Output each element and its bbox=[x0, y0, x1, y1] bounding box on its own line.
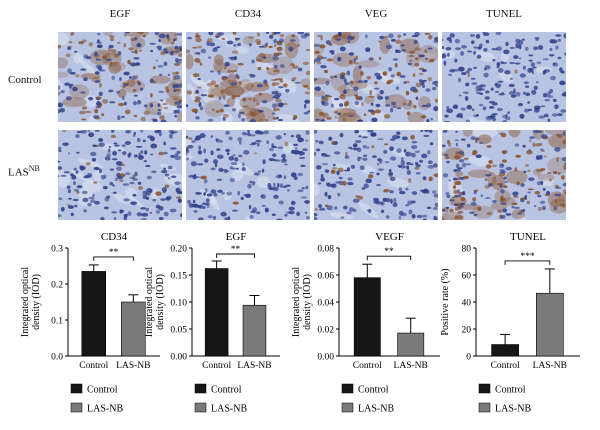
chart-title: TUNEL bbox=[510, 231, 546, 243]
legend-swatch bbox=[478, 402, 491, 413]
significance-bracket bbox=[216, 253, 255, 258]
x-tick-label: Control bbox=[491, 361, 520, 371]
legend-label: LAS-NB bbox=[495, 404, 531, 415]
y-axis-label: Positive rate (%) bbox=[440, 268, 451, 335]
legend-swatch bbox=[194, 383, 207, 394]
row-label-las-nb: LASNB bbox=[8, 164, 40, 179]
column-title-tunel: TUNEL bbox=[485, 8, 523, 20]
y-tick-label: 0.08 bbox=[317, 244, 334, 254]
chart-title: EGF bbox=[226, 231, 247, 243]
x-tick-label: LAS-NB bbox=[533, 361, 567, 371]
legend-label: Control bbox=[211, 385, 242, 396]
y-axis-label: Integrated optical bbox=[291, 267, 302, 337]
y-tick-label: 0.20 bbox=[170, 244, 187, 254]
micrograph-lasnb-veg bbox=[314, 130, 438, 220]
chart-title: VEGF bbox=[375, 231, 404, 243]
significance-marker: ** bbox=[109, 248, 119, 258]
y-tick-label: 0 bbox=[466, 352, 471, 362]
y-tick-label: 60 bbox=[462, 271, 472, 281]
y-axis-label: Integrated optical bbox=[144, 267, 155, 337]
y-tick-label: 0.05 bbox=[170, 325, 187, 335]
legend-swatch bbox=[70, 402, 83, 413]
y-axis-label: density (IOD) bbox=[155, 274, 166, 330]
x-tick-label: LAS-NB bbox=[116, 361, 150, 371]
bar-control bbox=[353, 277, 381, 357]
bar-las-nb bbox=[397, 332, 425, 357]
micrograph-lasnb-tunel bbox=[442, 130, 566, 220]
y-tick-label: 0.2 bbox=[51, 280, 63, 290]
micrograph-control-egf bbox=[58, 32, 182, 122]
legend-label: LAS-NB bbox=[87, 404, 123, 415]
y-tick-label: 20 bbox=[462, 325, 472, 335]
legend-swatch bbox=[478, 383, 491, 394]
y-tick-label: 0.10 bbox=[170, 298, 187, 308]
micrograph-control-tunel bbox=[442, 32, 566, 122]
y-tick-label: 0.00 bbox=[170, 352, 187, 362]
chart-2: VEGF 0.00 0.02 0.04 0.06 0.08 Integrated optic… bbox=[291, 231, 440, 415]
legend-swatch bbox=[341, 402, 354, 413]
chart-title: CD34 bbox=[101, 231, 128, 243]
significance-bracket bbox=[366, 255, 412, 261]
y-tick-label: 0.0 bbox=[51, 352, 63, 362]
bar-las-nb bbox=[121, 301, 146, 357]
y-tick-label: 0.00 bbox=[317, 352, 334, 362]
x-tick-label: LAS-NB bbox=[394, 361, 428, 371]
x-tick-label: Control bbox=[79, 361, 108, 371]
bar-las-nb bbox=[242, 304, 267, 357]
bar-las-nb bbox=[536, 292, 564, 357]
y-tick-label: 0.04 bbox=[317, 298, 334, 308]
y-tick-label: 0.3 bbox=[51, 244, 63, 254]
legend-label: Control bbox=[87, 385, 118, 396]
legend-label: LAS-NB bbox=[211, 404, 247, 415]
column-title-egf: EGF bbox=[109, 8, 131, 20]
micrograph-lasnb-egf bbox=[58, 130, 182, 220]
y-axis-label: density (IOD) bbox=[31, 274, 42, 330]
y-tick-label: 0.1 bbox=[51, 316, 63, 326]
y-tick-label: 40 bbox=[462, 298, 472, 308]
legend-swatch bbox=[194, 402, 207, 413]
legend-label: LAS-NB bbox=[358, 404, 394, 415]
significance-marker: ** bbox=[384, 247, 394, 257]
significance-bracket bbox=[93, 256, 134, 261]
y-axis-label: Integrated optical bbox=[20, 267, 31, 337]
y-tick-label: 0.15 bbox=[170, 271, 187, 281]
legend-label: Control bbox=[495, 385, 526, 396]
legend-label: Control bbox=[358, 385, 389, 396]
y-axis-label: density (IOD) bbox=[302, 274, 313, 330]
micrograph-lasnb-cd34 bbox=[186, 130, 310, 220]
y-tick-label: 0.06 bbox=[317, 271, 334, 281]
legend-swatch bbox=[341, 383, 354, 394]
significance-marker: ** bbox=[231, 245, 241, 255]
column-title-veg: VEG bbox=[364, 8, 388, 20]
column-title-cd34: CD34 bbox=[234, 8, 262, 20]
x-tick-label: LAS-NB bbox=[237, 361, 271, 371]
x-tick-label: Control bbox=[202, 361, 231, 371]
bar-control bbox=[204, 268, 229, 357]
micrograph-control-veg bbox=[314, 32, 438, 122]
y-tick-label: 80 bbox=[462, 244, 472, 254]
bar-control bbox=[491, 344, 519, 357]
legend-swatch bbox=[70, 383, 83, 394]
bar-control bbox=[81, 271, 107, 357]
chart-3: TUNEL 0 20 40 60 80 Positive rate (%) Control LA… bbox=[440, 231, 580, 415]
chart-1: EGF 0.00 0.05 0.10 0.15 0.20 Integrated optica… bbox=[144, 231, 280, 415]
micrograph-control-cd34 bbox=[186, 32, 310, 122]
x-tick-label: Control bbox=[353, 361, 382, 371]
row-label-control: Control bbox=[8, 74, 42, 86]
significance-marker: *** bbox=[520, 252, 535, 262]
significance-bracket bbox=[504, 260, 551, 265]
y-tick-label: 0.02 bbox=[317, 325, 334, 335]
